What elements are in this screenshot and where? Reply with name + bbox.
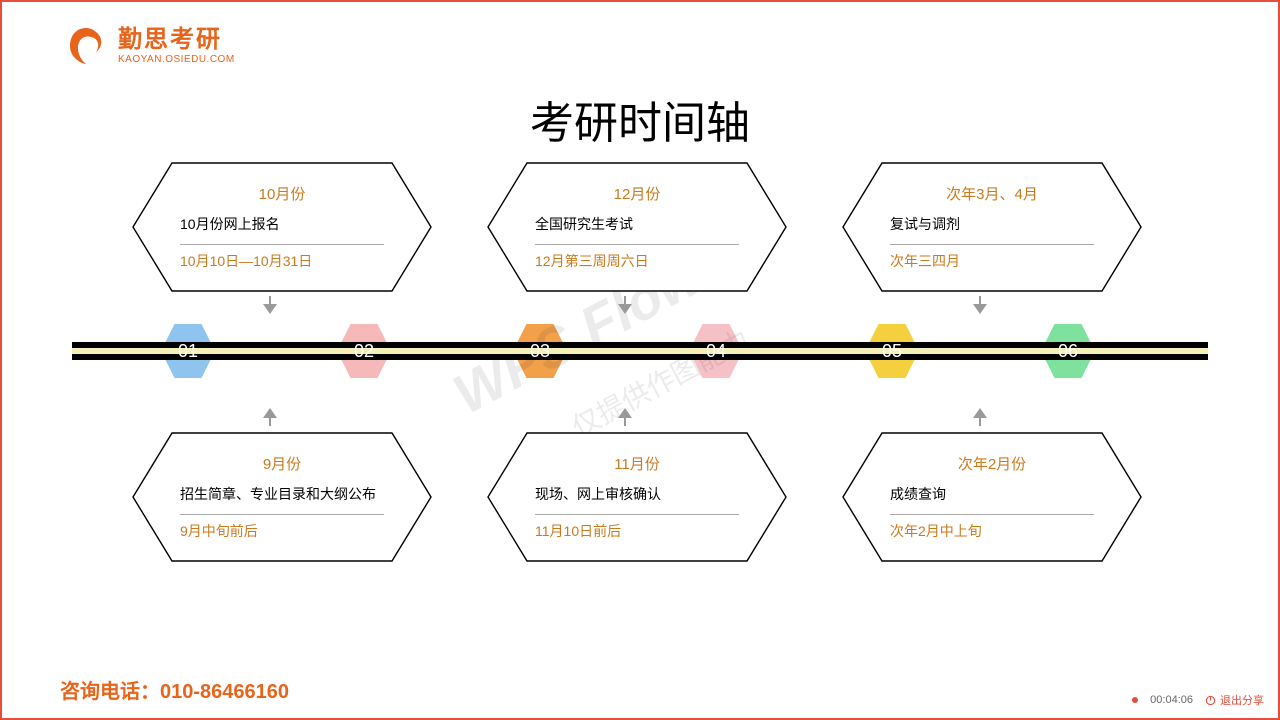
page-title: 考研时间轴	[2, 87, 1278, 151]
panel-date: 9月中旬前后	[180, 514, 384, 541]
timeline-node-label: 03	[530, 341, 550, 362]
timeline-node-label: 04	[706, 341, 726, 362]
panel-bottom-2: 次年2月份 成绩查询 次年2月中上旬	[842, 432, 1142, 562]
logo: 勤思考研 KAOYAN.OSIEDU.COM	[64, 24, 235, 68]
panel-desc: 10月份网上报名	[180, 214, 384, 234]
panel-month: 次年3月、4月	[890, 183, 1094, 204]
panel-top-2: 次年3月、4月 复试与调剂 次年三四月	[842, 162, 1142, 292]
panel-top-0: 10月份 10月份网上报名 10月10日—10月31日	[132, 162, 432, 292]
footer-phone-number: 010-86466160	[160, 681, 289, 703]
chevron-down-icon	[971, 292, 989, 320]
timeline-node-05: 05	[865, 324, 919, 378]
timeline-node-01: 01	[161, 324, 215, 378]
timeline-node-04: 04	[689, 324, 743, 378]
chevron-down-icon	[616, 292, 634, 320]
chevron-up-icon	[616, 402, 634, 430]
chevron-up-icon	[971, 402, 989, 430]
panel-month: 10月份	[180, 183, 384, 204]
timeline-node-label: 02	[354, 341, 374, 362]
panel-bottom-0: 9月份 招生简章、专业目录和大纲公布 9月中旬前后	[132, 432, 432, 562]
logo-mark-icon	[64, 24, 108, 68]
timeline-rail	[72, 342, 1208, 360]
panel-date: 次年三四月	[890, 244, 1094, 271]
exit-share-button[interactable]: 退出分享	[1205, 692, 1264, 708]
chevron-down-icon	[261, 292, 279, 320]
timeline-node-label: 01	[178, 341, 198, 362]
status-time: 00:04:06	[1150, 694, 1193, 706]
record-dot-icon	[1132, 697, 1138, 703]
panel-month: 11月份	[535, 453, 739, 474]
footer-phone-label: 咨询电话：	[60, 681, 160, 703]
timeline-node-02: 02	[337, 324, 391, 378]
panel-date: 次年2月中上旬	[890, 514, 1094, 541]
timeline-node-label: 05	[882, 341, 902, 362]
panel-desc: 招生简章、专业目录和大纲公布	[180, 484, 384, 504]
timeline-node-06: 06	[1041, 324, 1095, 378]
panel-month: 次年2月份	[890, 453, 1094, 474]
timeline-node-label: 06	[1058, 341, 1078, 362]
panel-top-1: 12月份 全国研究生考试 12月第三周周六日	[487, 162, 787, 292]
footer-phone: 咨询电话：010-86466160	[60, 675, 289, 704]
status-bar: 00:04:06 退出分享	[1132, 692, 1264, 708]
panel-desc: 复试与调剂	[890, 214, 1094, 234]
logo-text-en: KAOYAN.OSIEDU.COM	[118, 54, 235, 65]
logo-text-cn: 勤思考研	[118, 27, 235, 53]
panel-desc: 现场、网上审核确认	[535, 484, 739, 504]
panel-desc: 成绩查询	[890, 484, 1094, 504]
chevron-up-icon	[261, 402, 279, 430]
panel-date: 11月10日前后	[535, 514, 739, 541]
panel-bottom-1: 11月份 现场、网上审核确认 11月10日前后	[487, 432, 787, 562]
power-icon	[1205, 695, 1216, 706]
panel-date: 12月第三周周六日	[535, 244, 739, 271]
timeline-node-03: 03	[513, 324, 567, 378]
exit-share-label: 退出分享	[1220, 692, 1264, 708]
panel-month: 9月份	[180, 453, 384, 474]
panel-month: 12月份	[535, 183, 739, 204]
panel-date: 10月10日—10月31日	[180, 244, 384, 271]
panel-desc: 全国研究生考试	[535, 214, 739, 234]
